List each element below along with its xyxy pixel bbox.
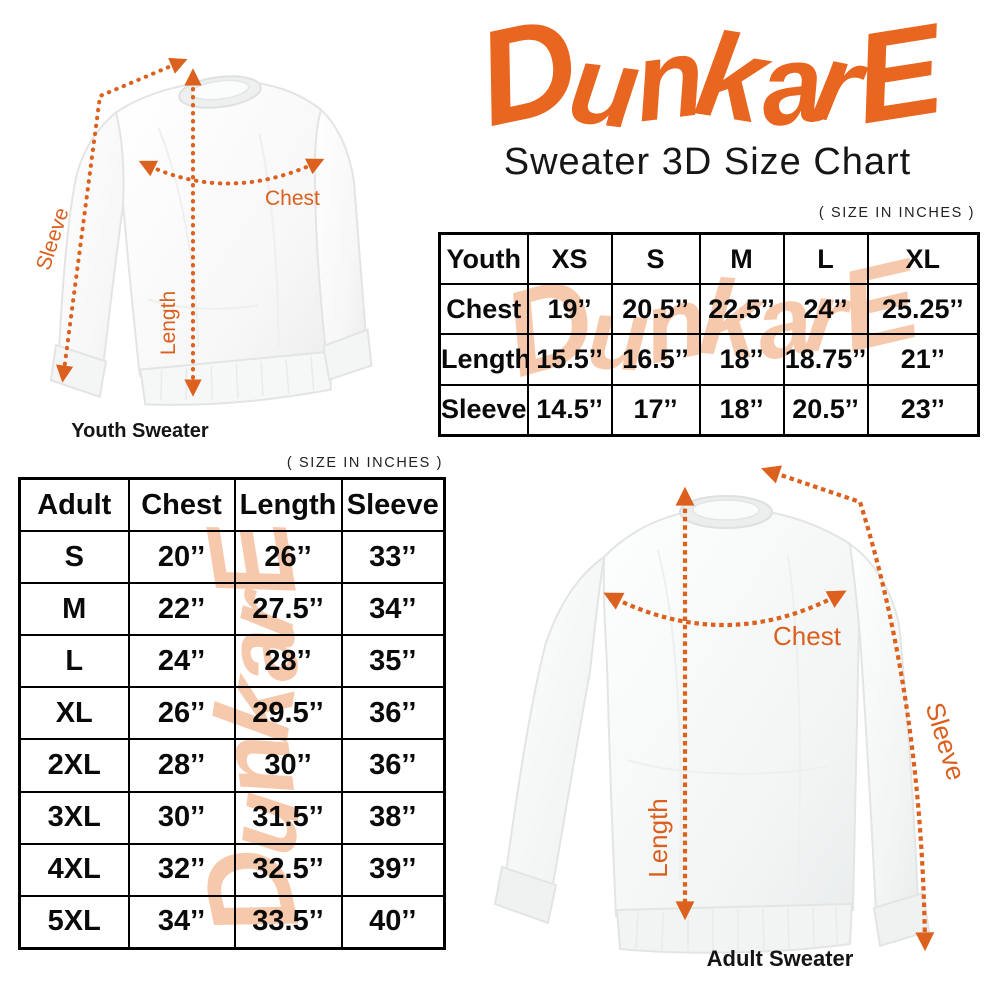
value-cell: 26’’ — [233, 530, 343, 585]
value-cell: 20’’ — [127, 530, 236, 585]
header-cell: Adult — [18, 477, 130, 533]
header-cell: XL — [866, 232, 980, 286]
header-cell: Chest — [127, 477, 236, 533]
units-note-adult: ( SIZE IN INCHES ) — [286, 455, 443, 471]
table-row: 3XL 30’’ 31.5’’ 38’’ — [18, 790, 446, 845]
value-cell: 22’’ — [127, 582, 236, 637]
row-label-cell: M — [18, 582, 130, 637]
value-cell: 33.5’’ — [233, 894, 343, 950]
value-cell: 15.5’’ — [526, 333, 613, 386]
value-cell: 39’’ — [340, 842, 446, 897]
value-cell: 30’’ — [233, 738, 343, 793]
adult-sweater-figure: Chest Length Sleeve — [493, 465, 972, 954]
value-cell: 36’’ — [340, 738, 446, 793]
row-label-cell: 4XL — [18, 842, 130, 897]
value-cell: 35’’ — [340, 634, 446, 689]
value-cell: 32’’ — [127, 842, 236, 897]
value-cell: 22.5’’ — [698, 283, 785, 336]
table-row: L 24’’ 28’’ 35’’ — [18, 634, 446, 689]
value-cell: 38’’ — [340, 790, 446, 845]
value-cell: 33’’ — [340, 530, 446, 585]
row-label-cell: S — [18, 530, 130, 585]
table-row: Sleeve 14.5’’ 17’’ 18’’ 20.5’’ 23’’ — [438, 383, 980, 437]
value-cell: 28’’ — [233, 634, 343, 689]
sleeve-label: Sleeve — [920, 699, 972, 784]
table-row: 4XL 32’’ 32.5’’ 39’’ — [18, 842, 446, 897]
table-row: 5XL 34’’ 33.5’’ 40’’ — [18, 894, 446, 950]
youth-sweater-illustration — [49, 75, 373, 406]
value-cell: 31.5’’ — [233, 790, 343, 845]
value-cell: 30’’ — [127, 790, 236, 845]
value-cell: 36’’ — [340, 686, 446, 741]
value-cell: 32.5’’ — [233, 842, 343, 897]
value-cell: 21’’ — [866, 333, 980, 386]
row-label-cell: XL — [18, 686, 130, 741]
header-cell: Youth — [438, 232, 529, 286]
header-cell: L — [782, 232, 869, 286]
value-cell: 19’’ — [526, 283, 613, 336]
value-cell: 17’’ — [610, 383, 701, 437]
adult-size-table: Adult Chest Length Sleeve S 20’’ 26’’ 33… — [18, 477, 446, 950]
value-cell: 20.5’’ — [610, 283, 701, 336]
header-cell: Length — [233, 477, 343, 533]
table-row: Chest 19’’ 20.5’’ 22.5’’ 24’’ 25.25’’ — [438, 283, 980, 336]
adult-caption: Adult Sweater — [706, 946, 854, 971]
value-cell: 40’’ — [340, 894, 446, 950]
value-cell: 20.5’’ — [782, 383, 869, 437]
header-cell: Sleeve — [340, 477, 446, 533]
row-label-cell: Sleeve — [438, 383, 529, 437]
length-label: Length — [157, 291, 180, 355]
brand-logo-letter: E — [844, 0, 947, 152]
table-row: M 22’’ 27.5’’ 34’’ — [18, 582, 446, 637]
youth-caption: Youth Sweater — [71, 420, 209, 442]
chest-label: Chest — [265, 187, 320, 210]
table-row: Adult Chest Length Sleeve — [18, 477, 446, 533]
row-label-cell: 2XL — [18, 738, 130, 793]
row-label-cell: 5XL — [18, 894, 130, 950]
sleeve-arrow — [56, 57, 188, 383]
table-row: Length 15.5’’ 16.5’’ 18’’ 18.75’’ 21’’ — [438, 333, 980, 386]
table-row: 2XL 28’’ 30’’ 36’’ — [18, 738, 446, 793]
value-cell: 18’’ — [698, 333, 785, 386]
chest-label: Chest — [773, 621, 842, 651]
adult-sweater-illustration — [493, 495, 931, 954]
value-cell: 34’’ — [340, 582, 446, 637]
youth-size-table: Youth XS S M L XL Chest 19’’ 20.5’’ 22.5… — [438, 232, 980, 437]
value-cell: 25.25’’ — [866, 283, 980, 336]
table-row: Youth XS S M L XL — [438, 232, 980, 286]
value-cell: 29.5’’ — [233, 686, 343, 741]
value-cell: 28’’ — [127, 738, 236, 793]
value-cell: 27.5’’ — [233, 582, 343, 637]
row-label-cell: L — [18, 634, 130, 689]
value-cell: 18’’ — [698, 383, 785, 437]
value-cell: 14.5’’ — [526, 383, 613, 437]
value-cell: 24’’ — [127, 634, 236, 689]
page-title: Sweater 3D Size Chart — [503, 141, 912, 183]
length-label: Length — [643, 798, 673, 878]
table-row: XL 26’’ 29.5’’ 36’’ — [18, 686, 446, 741]
brand-logo: DunkarE — [425, 0, 990, 155]
chest-arrow — [138, 158, 325, 186]
value-cell: 16.5’’ — [610, 333, 701, 386]
value-cell: 23’’ — [866, 383, 980, 437]
header-cell: S — [610, 232, 701, 286]
header-cell: XS — [526, 232, 613, 286]
value-cell: 26’’ — [127, 686, 236, 741]
value-cell: 18.75’’ — [782, 333, 869, 386]
units-note-youth: ( SIZE IN INCHES ) — [818, 205, 975, 221]
value-cell: 24’’ — [782, 283, 869, 336]
row-label-cell: 3XL — [18, 790, 130, 845]
youth-sweater-figure: Chest Length Sleeve — [32, 57, 373, 406]
table-row: S 20’’ 26’’ 33’’ — [18, 530, 446, 585]
header-cell: M — [698, 232, 785, 286]
row-label-cell: Chest — [438, 283, 529, 336]
value-cell: 34’’ — [127, 894, 236, 950]
row-label-cell: Length — [438, 333, 529, 386]
